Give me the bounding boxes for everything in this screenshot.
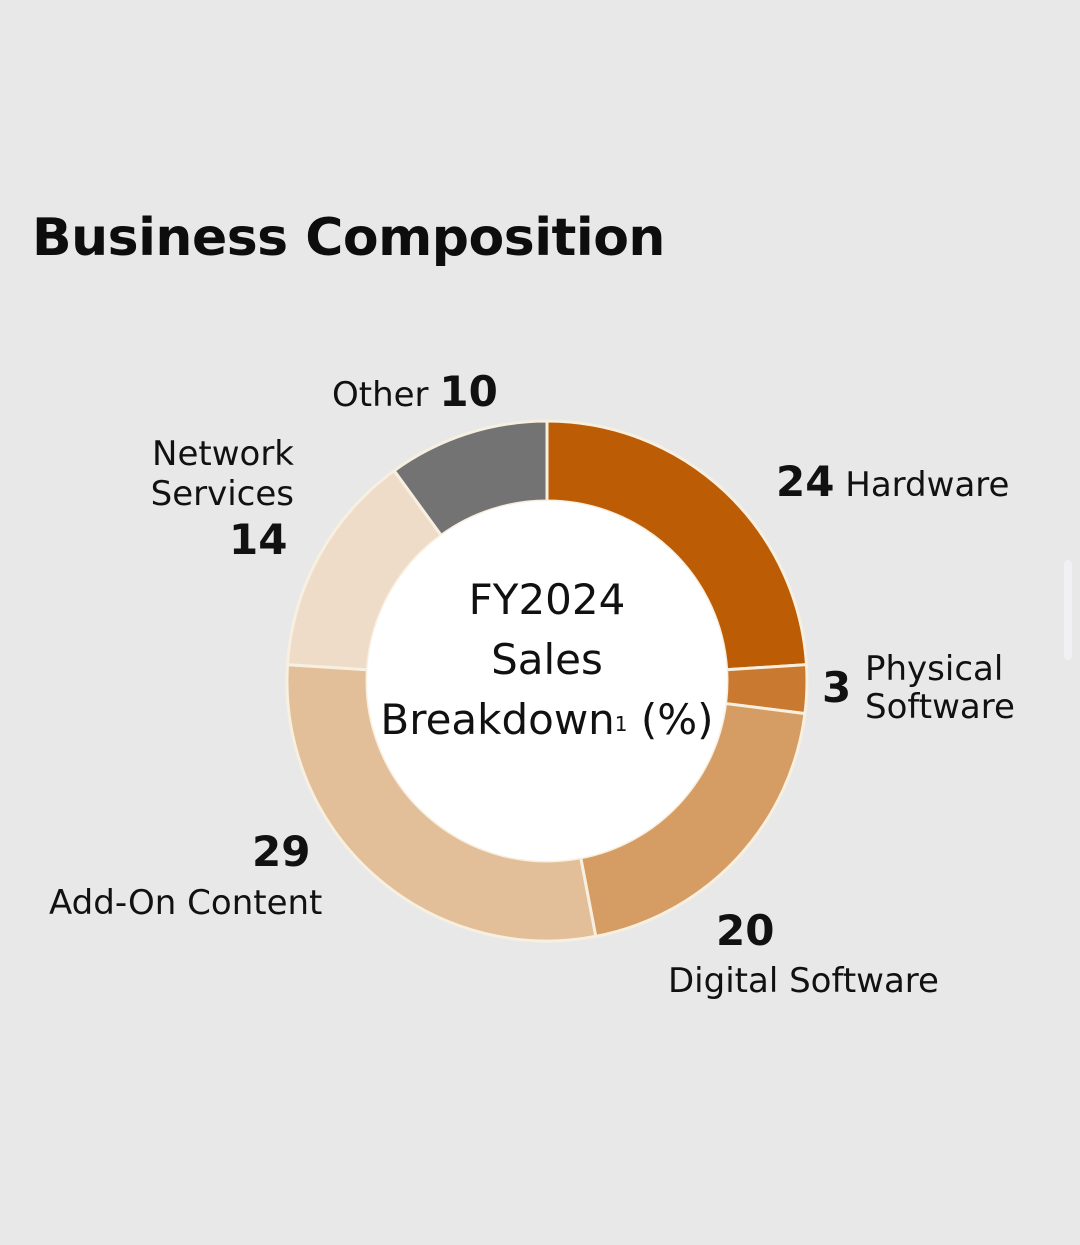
center-line-2: Sales: [491, 635, 603, 684]
label-digital-software-value: 20: [716, 910, 774, 954]
donut-segment-add-on-content: [285, 663, 598, 943]
label-hardware: 24 Hardware: [776, 457, 1010, 506]
center-line-1: FY2024: [468, 575, 626, 624]
scroll-indicator[interactable]: [1064, 560, 1072, 660]
center-line-3: Breakdown1 (%): [380, 695, 714, 744]
value-other: 10: [439, 367, 498, 416]
label-physical-software-name: Physical Software: [865, 649, 1015, 727]
footnote-marker: 1: [614, 712, 628, 736]
donut-center-label: FY2024 Sales Breakdown1 (%): [347, 570, 747, 750]
label-other: Other 10: [332, 367, 498, 416]
label-add-on-content: Add-On Content: [49, 883, 323, 923]
donut-hole: [367, 501, 727, 861]
page-title: Business Composition: [32, 208, 665, 268]
label-physical-software: 3: [822, 667, 851, 711]
value-physical-software: 3: [822, 663, 852, 712]
value-network-services: 14: [229, 515, 288, 564]
value-add-on-content: 29: [252, 827, 311, 876]
label-network-services: Network Services: [150, 434, 294, 514]
label-network-services-value: 14: [229, 519, 287, 563]
label-add-on-content-value: 29: [252, 831, 310, 875]
value-hardware: 24: [776, 457, 835, 506]
value-digital-software: 20: [716, 906, 775, 955]
label-digital-software: Digital Software: [668, 961, 939, 1001]
